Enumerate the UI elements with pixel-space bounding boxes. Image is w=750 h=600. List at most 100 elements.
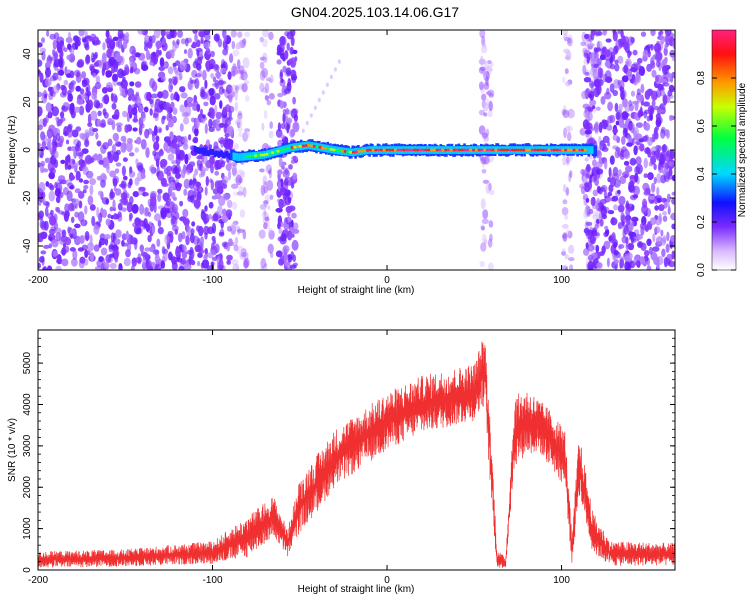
noise-blob xyxy=(158,149,164,157)
noise-blob xyxy=(140,251,147,257)
ridge-band xyxy=(238,153,241,161)
noise-blob xyxy=(485,183,490,194)
ridge-peak xyxy=(463,148,467,152)
noise-blob xyxy=(487,60,492,65)
noise-blob xyxy=(102,142,109,150)
ridge-peak xyxy=(533,148,537,152)
noise-blob xyxy=(631,216,639,222)
noise-blob xyxy=(135,158,139,165)
noise-blob xyxy=(662,170,667,175)
noise-blob xyxy=(666,231,670,242)
noise-blob xyxy=(290,108,298,119)
noise-blob xyxy=(267,205,271,210)
ridge-peak xyxy=(265,152,269,156)
noise-blob xyxy=(122,76,126,82)
ridge-peak xyxy=(371,148,375,152)
noise-blob xyxy=(609,83,615,93)
noise-blob xyxy=(639,111,644,117)
noise-blob xyxy=(202,114,206,119)
ridge-peak xyxy=(527,148,532,152)
noise-blob xyxy=(48,190,56,202)
noise-blob xyxy=(264,194,272,202)
colorbar-tick-label: 0.4 xyxy=(696,167,707,181)
ridge-peak xyxy=(287,146,291,150)
noise-blob xyxy=(221,176,229,185)
noise-blob xyxy=(77,211,85,223)
noise-blob xyxy=(171,192,176,200)
noise-blob xyxy=(260,184,266,196)
noise-blob xyxy=(589,235,597,245)
noise-blob xyxy=(139,244,144,253)
noise-blob xyxy=(156,263,160,268)
ridge-band xyxy=(206,150,209,157)
noise-blob xyxy=(653,163,657,170)
noise-blob xyxy=(72,159,76,165)
noise-blob xyxy=(188,134,192,141)
noise-blob xyxy=(565,187,570,196)
noise-blob xyxy=(179,200,184,207)
noise-blob xyxy=(55,231,61,242)
noise-blob xyxy=(289,128,295,138)
noise-blob xyxy=(38,106,43,117)
noise-blob xyxy=(619,175,627,185)
noise-blob xyxy=(46,141,51,149)
ridge-peak xyxy=(259,153,263,157)
noise-blob xyxy=(259,69,266,81)
ridge-band xyxy=(223,152,226,159)
noise-blob xyxy=(193,94,197,103)
noise-blob xyxy=(230,221,238,231)
noise-blob xyxy=(102,42,106,51)
noise-blob xyxy=(604,159,608,170)
noise-blob xyxy=(115,122,123,127)
noise-blob xyxy=(628,100,633,107)
noise-blob xyxy=(561,76,566,84)
noise-blob xyxy=(670,212,675,221)
noise-blob xyxy=(46,265,53,270)
noise-blob xyxy=(56,254,62,265)
noise-blob xyxy=(207,214,213,220)
noise-blob xyxy=(122,40,128,50)
noise-blob xyxy=(117,202,123,211)
noise-blob xyxy=(277,169,283,176)
noise-blob xyxy=(610,217,618,226)
noise-blob xyxy=(238,132,243,138)
noise-blob xyxy=(631,100,640,105)
noise-blob xyxy=(563,48,570,54)
ridge-peak xyxy=(310,144,314,148)
noise-blob xyxy=(618,195,626,206)
ridge-peak xyxy=(418,148,423,152)
noise-blob xyxy=(661,248,666,258)
noise-blob xyxy=(60,235,68,243)
noise-blob xyxy=(488,93,494,98)
noise-blob xyxy=(123,257,131,267)
noise-blob xyxy=(64,210,70,218)
ridge-peak xyxy=(427,148,431,152)
noise-blob xyxy=(643,111,648,119)
noise-blob xyxy=(61,229,67,238)
noise-blob xyxy=(281,161,287,166)
noise-blob xyxy=(280,221,284,228)
noise-blob xyxy=(618,103,623,111)
noise-blob xyxy=(208,201,214,209)
ridge-peak xyxy=(424,148,428,152)
noise-blob xyxy=(619,259,623,269)
noise-blob xyxy=(600,96,606,105)
noise-blob xyxy=(621,135,626,145)
noise-blob xyxy=(644,90,651,100)
noise-blob xyxy=(135,227,142,235)
noise-blob xyxy=(150,196,157,207)
noise-blob xyxy=(143,106,149,113)
noise-blob xyxy=(148,246,155,253)
noise-blob xyxy=(487,238,493,248)
noise-blob xyxy=(279,186,285,196)
noise-blob xyxy=(79,256,86,264)
noise-blob xyxy=(40,191,46,200)
noise-blob xyxy=(601,245,606,254)
noise-blob xyxy=(625,165,633,173)
noise-blob xyxy=(157,193,162,202)
snr-frame xyxy=(37,329,676,571)
noise-blob xyxy=(184,263,192,270)
noise-blob xyxy=(243,259,249,269)
noise-blob xyxy=(214,160,220,171)
noise-blob xyxy=(83,179,89,185)
